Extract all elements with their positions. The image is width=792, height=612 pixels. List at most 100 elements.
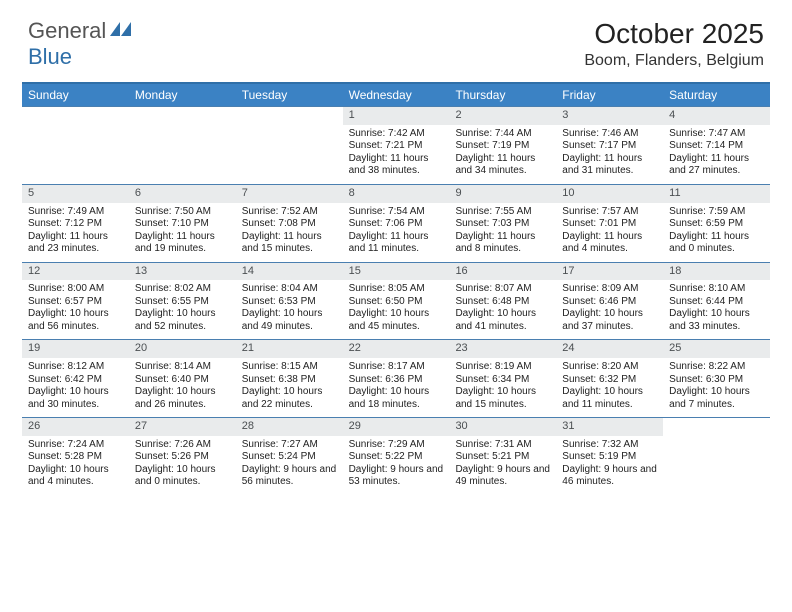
sunrise-line: Sunrise: 7:24 AM <box>28 439 123 452</box>
day-body: Sunrise: 7:49 AMSunset: 7:12 PMDaylight:… <box>22 203 129 262</box>
day-cell: 23Sunrise: 8:19 AMSunset: 6:34 PMDayligh… <box>449 340 556 417</box>
day-body: Sunrise: 8:15 AMSunset: 6:38 PMDaylight:… <box>236 358 343 417</box>
daylight-line: Daylight: 11 hours and 4 minutes. <box>562 231 657 256</box>
dow-cell: Monday <box>129 84 236 106</box>
logo-word-2-wrap: Blue <box>28 44 72 70</box>
day-cell: 5Sunrise: 7:49 AMSunset: 7:12 PMDaylight… <box>22 185 129 262</box>
sunrise-line: Sunrise: 7:32 AM <box>562 439 657 452</box>
day-body: Sunrise: 7:32 AMSunset: 5:19 PMDaylight:… <box>556 436 663 495</box>
sunset-line: Sunset: 6:48 PM <box>455 296 550 309</box>
sunrise-line: Sunrise: 7:44 AM <box>455 128 550 141</box>
day-number: 7 <box>236 185 343 203</box>
day-body: Sunrise: 8:14 AMSunset: 6:40 PMDaylight:… <box>129 358 236 417</box>
sunrise-line: Sunrise: 7:50 AM <box>135 206 230 219</box>
logo: General <box>28 18 136 44</box>
sunrise-line: Sunrise: 7:57 AM <box>562 206 657 219</box>
daylight-line: Daylight: 10 hours and 41 minutes. <box>455 308 550 333</box>
daylight-line: Daylight: 9 hours and 53 minutes. <box>349 464 444 489</box>
sunrise-line: Sunrise: 8:15 AM <box>242 361 337 374</box>
day-body: Sunrise: 7:46 AMSunset: 7:17 PMDaylight:… <box>556 125 663 184</box>
day-cell: 19Sunrise: 8:12 AMSunset: 6:42 PMDayligh… <box>22 340 129 417</box>
day-number: 11 <box>663 185 770 203</box>
sunrise-line: Sunrise: 7:49 AM <box>28 206 123 219</box>
day-cell: 8Sunrise: 7:54 AMSunset: 7:06 PMDaylight… <box>343 185 450 262</box>
sunrise-line: Sunrise: 7:27 AM <box>242 439 337 452</box>
sunrise-line: Sunrise: 7:54 AM <box>349 206 444 219</box>
daylight-line: Daylight: 11 hours and 38 minutes. <box>349 153 444 178</box>
sunset-line: Sunset: 6:53 PM <box>242 296 337 309</box>
daylight-line: Daylight: 10 hours and 52 minutes. <box>135 308 230 333</box>
day-cell: 29Sunrise: 7:29 AMSunset: 5:22 PMDayligh… <box>343 418 450 495</box>
day-body: Sunrise: 8:09 AMSunset: 6:46 PMDaylight:… <box>556 280 663 339</box>
day-cell: 27Sunrise: 7:26 AMSunset: 5:26 PMDayligh… <box>129 418 236 495</box>
day-number: 3 <box>556 107 663 125</box>
sunset-line: Sunset: 7:03 PM <box>455 218 550 231</box>
dow-cell: Tuesday <box>236 84 343 106</box>
day-number: 15 <box>343 263 450 281</box>
header: General October 2025 Boom, Flanders, Bel… <box>0 0 792 76</box>
sunset-line: Sunset: 7:19 PM <box>455 140 550 153</box>
day-cell: 13Sunrise: 8:02 AMSunset: 6:55 PMDayligh… <box>129 263 236 340</box>
day-cell: 18Sunrise: 8:10 AMSunset: 6:44 PMDayligh… <box>663 263 770 340</box>
sunrise-line: Sunrise: 8:09 AM <box>562 283 657 296</box>
sunrise-line: Sunrise: 7:52 AM <box>242 206 337 219</box>
day-cell: . <box>129 107 236 184</box>
sunrise-line: Sunrise: 8:07 AM <box>455 283 550 296</box>
day-body: Sunrise: 7:27 AMSunset: 5:24 PMDaylight:… <box>236 436 343 495</box>
day-number: 16 <box>449 263 556 281</box>
day-body: Sunrise: 7:50 AMSunset: 7:10 PMDaylight:… <box>129 203 236 262</box>
sunset-line: Sunset: 6:57 PM <box>28 296 123 309</box>
day-cell: . <box>22 107 129 184</box>
daylight-line: Daylight: 10 hours and 11 minutes. <box>562 386 657 411</box>
sunrise-line: Sunrise: 8:10 AM <box>669 283 764 296</box>
daylight-line: Daylight: 11 hours and 0 minutes. <box>669 231 764 256</box>
sunrise-line: Sunrise: 8:12 AM <box>28 361 123 374</box>
logo-mark-icon <box>110 20 132 43</box>
sunset-line: Sunset: 7:08 PM <box>242 218 337 231</box>
day-cell: 3Sunrise: 7:46 AMSunset: 7:17 PMDaylight… <box>556 107 663 184</box>
day-cell: 6Sunrise: 7:50 AMSunset: 7:10 PMDaylight… <box>129 185 236 262</box>
daylight-line: Daylight: 10 hours and 37 minutes. <box>562 308 657 333</box>
day-cell: 4Sunrise: 7:47 AMSunset: 7:14 PMDaylight… <box>663 107 770 184</box>
day-cell: 22Sunrise: 8:17 AMSunset: 6:36 PMDayligh… <box>343 340 450 417</box>
day-cell: 1Sunrise: 7:42 AMSunset: 7:21 PMDaylight… <box>343 107 450 184</box>
day-number: 12 <box>22 263 129 281</box>
day-cell: 17Sunrise: 8:09 AMSunset: 6:46 PMDayligh… <box>556 263 663 340</box>
day-number: 1 <box>343 107 450 125</box>
day-number: 2 <box>449 107 556 125</box>
daylight-line: Daylight: 10 hours and 26 minutes. <box>135 386 230 411</box>
week-row: 5Sunrise: 7:49 AMSunset: 7:12 PMDaylight… <box>22 184 770 262</box>
day-body: Sunrise: 7:57 AMSunset: 7:01 PMDaylight:… <box>556 203 663 262</box>
day-body: Sunrise: 7:26 AMSunset: 5:26 PMDaylight:… <box>129 436 236 495</box>
day-number: 28 <box>236 418 343 436</box>
day-number: 18 <box>663 263 770 281</box>
day-number: 23 <box>449 340 556 358</box>
day-number: 6 <box>129 185 236 203</box>
week-row: . . . 1Sunrise: 7:42 AMSunset: 7:21 PMDa… <box>22 106 770 184</box>
sunset-line: Sunset: 6:36 PM <box>349 374 444 387</box>
sunrise-line: Sunrise: 7:55 AM <box>455 206 550 219</box>
week-row: 12Sunrise: 8:00 AMSunset: 6:57 PMDayligh… <box>22 262 770 340</box>
sunrise-line: Sunrise: 8:19 AM <box>455 361 550 374</box>
sunset-line: Sunset: 6:42 PM <box>28 374 123 387</box>
day-cell: 20Sunrise: 8:14 AMSunset: 6:40 PMDayligh… <box>129 340 236 417</box>
day-body: Sunrise: 7:29 AMSunset: 5:22 PMDaylight:… <box>343 436 450 495</box>
day-number: 17 <box>556 263 663 281</box>
day-body: Sunrise: 7:55 AMSunset: 7:03 PMDaylight:… <box>449 203 556 262</box>
day-number: 19 <box>22 340 129 358</box>
daylight-line: Daylight: 11 hours and 8 minutes. <box>455 231 550 256</box>
week-row: 19 Sunrise: 8:12 AMSunset: 6:42 PM Dayligh… <box>22 339 770 417</box>
day-body: Sunrise: 7:24 AMSunset: 5:28 PMDaylight:… <box>22 436 129 495</box>
sunrise-line: Sunrise: 8:17 AM <box>349 361 444 374</box>
day-body: Sunrise: 8:17 AMSunset: 6:36 PMDaylight:… <box>343 358 450 417</box>
day-number: 13 <box>129 263 236 281</box>
daylight-line: Daylight: 10 hours and 7 minutes. <box>669 386 764 411</box>
sunset-line: Sunset: 6:40 PM <box>135 374 230 387</box>
daylight-line: Daylight: 11 hours and 27 minutes. <box>669 153 764 178</box>
day-number: 4 <box>663 107 770 125</box>
calendar: SundayMondayTuesdayWednesdayThursdayFrid… <box>22 82 770 495</box>
day-cell: 24Sunrise: 8:20 AMSunset: 6:32 PMDayligh… <box>556 340 663 417</box>
sunset-line: Sunset: 5:24 PM <box>242 451 337 464</box>
daylight-line: Daylight: 10 hours and 33 minutes. <box>669 308 764 333</box>
sunset-line: Sunset: 6:55 PM <box>135 296 230 309</box>
